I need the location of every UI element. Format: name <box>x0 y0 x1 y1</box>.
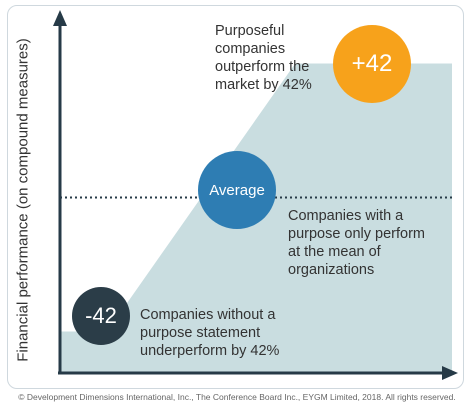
positive-bubble: +42 <box>333 25 411 103</box>
negative-bubble-label: -42 <box>85 303 117 328</box>
average-bubble: Average <box>198 151 276 229</box>
average-bubble-label: Average <box>209 181 265 199</box>
positive-bubble-label: +42 <box>351 50 393 77</box>
copyright-credit: © Development Dimensions International, … <box>18 392 456 402</box>
x-axis-arrow-icon <box>442 366 458 380</box>
y-axis-label: Financial performance (on compound measu… <box>14 38 32 362</box>
note-outperform: Purposeful companies outperform the mark… <box>215 23 312 93</box>
negative-bubble: -42 <box>72 287 130 345</box>
note-underperform: Companies without a purpose statement un… <box>140 307 280 359</box>
y-axis-arrow-icon <box>53 10 67 26</box>
note-average: Companies with a purpose only perform at… <box>288 208 426 278</box>
